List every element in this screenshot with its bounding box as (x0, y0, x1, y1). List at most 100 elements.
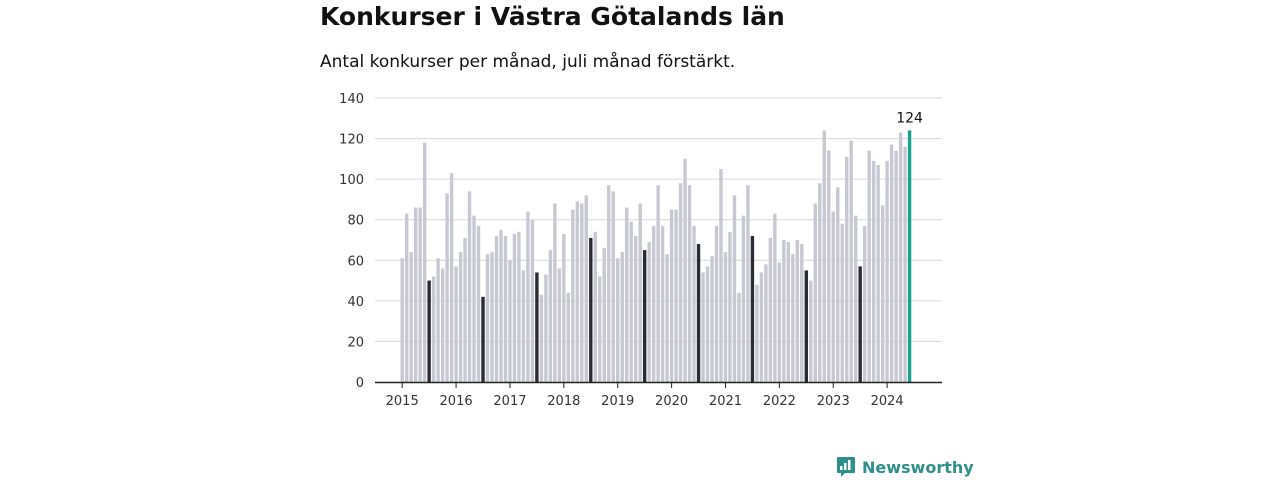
bar (746, 185, 750, 382)
bar (889, 144, 894, 382)
bar (818, 183, 822, 382)
bar (907, 130, 912, 382)
y-tick-label: 60 (347, 254, 364, 269)
bar (836, 187, 840, 382)
bar (571, 209, 575, 382)
bar (705, 266, 710, 382)
bar (773, 213, 777, 382)
bar (440, 268, 445, 382)
bar (463, 237, 467, 382)
bar (427, 280, 431, 382)
bar (714, 225, 719, 382)
bar (431, 276, 436, 382)
bar (562, 233, 566, 382)
bar (791, 254, 795, 382)
y-tick-label: 20 (347, 335, 364, 350)
x-tick-label: 2023 (817, 394, 850, 409)
bar (813, 203, 817, 382)
bar (755, 284, 759, 382)
x-tick-label: 2021 (709, 394, 742, 409)
bar (768, 237, 773, 382)
bar (898, 132, 903, 382)
bar (481, 296, 485, 382)
x-tick-label: 2022 (763, 394, 796, 409)
bar (710, 256, 714, 382)
bar (611, 191, 615, 382)
brand-name: Newsworthy (862, 457, 974, 477)
bar (827, 150, 831, 382)
bar (692, 225, 696, 382)
bar (409, 252, 413, 382)
bar (404, 213, 409, 382)
bar (732, 195, 737, 382)
y-tick-label: 120 (339, 133, 364, 148)
bar (719, 169, 723, 382)
bar (800, 244, 804, 382)
bar (809, 280, 813, 382)
bar (822, 130, 826, 382)
bar (517, 231, 521, 382)
y-tick-label: 80 (347, 214, 364, 229)
bar (602, 248, 606, 382)
bar (548, 250, 553, 382)
bar (782, 240, 786, 382)
bar (598, 276, 602, 382)
bar (876, 164, 880, 382)
bar (849, 140, 853, 382)
newsworthy-logo-icon (837, 457, 855, 477)
brand[interactable]: Newsworthy (836, 456, 974, 478)
bar (894, 150, 898, 382)
bar (512, 233, 517, 382)
bar (539, 294, 544, 382)
x-tick-label: 2019 (601, 394, 634, 409)
bar (508, 260, 512, 382)
bar (418, 207, 422, 382)
bar (445, 193, 449, 382)
bar (862, 225, 867, 382)
x-tick-label: 2017 (493, 394, 526, 409)
bar (651, 225, 656, 382)
bar (607, 185, 611, 382)
bar (867, 150, 871, 382)
bar (449, 173, 454, 382)
bar (620, 252, 624, 382)
bar (728, 231, 732, 382)
bar (885, 160, 889, 382)
x-tick-label: 2015 (386, 394, 419, 409)
bar (660, 225, 665, 382)
bar (625, 207, 629, 382)
bar (476, 225, 481, 382)
chart-title: Konkurser i Västra Götalands län (320, 2, 785, 31)
bar (422, 142, 427, 382)
bar (701, 272, 705, 382)
bar (903, 146, 907, 382)
latest-value-label: 124 (896, 110, 923, 126)
bar (530, 219, 535, 382)
bar (795, 240, 800, 382)
x-tick-label: 2016 (440, 394, 473, 409)
bar (737, 292, 741, 382)
bar (858, 266, 862, 382)
y-tick-label: 140 (339, 92, 364, 107)
bar (777, 262, 782, 382)
bar (472, 215, 476, 382)
bar (723, 252, 728, 382)
bar (678, 183, 683, 382)
chart-subtitle: Antal konkurser per månad, juli månad fö… (320, 52, 736, 72)
bar (589, 237, 593, 382)
bar (580, 203, 584, 382)
bar (804, 270, 808, 382)
bar (490, 252, 494, 382)
bar (503, 235, 508, 382)
bar (535, 272, 539, 382)
bar (642, 250, 647, 382)
bar (557, 268, 562, 382)
bar (521, 270, 526, 382)
y-tick-label: 100 (339, 173, 364, 188)
x-tick-label: 2024 (871, 394, 904, 409)
bar (575, 201, 580, 382)
bar (485, 254, 490, 382)
y-tick-label: 0 (356, 376, 364, 391)
bars (400, 130, 912, 382)
